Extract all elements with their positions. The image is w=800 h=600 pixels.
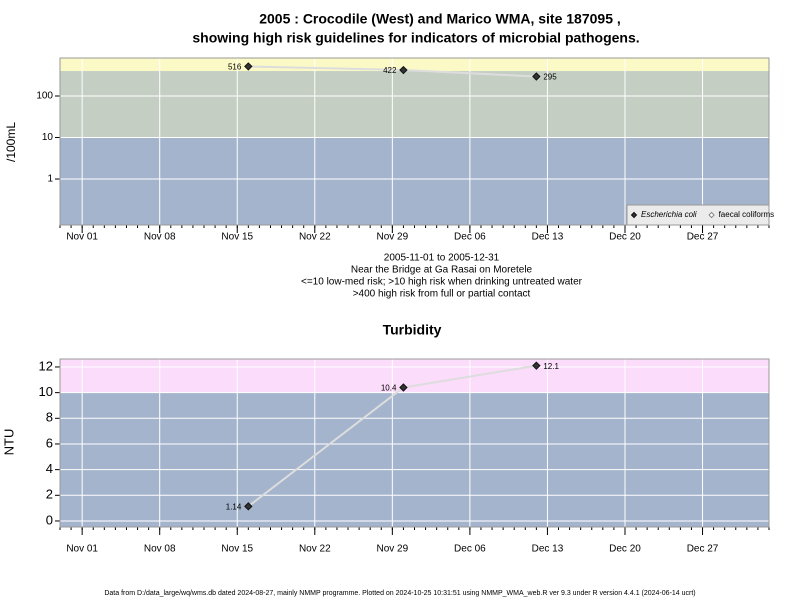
chart-title: Turbidity — [383, 322, 442, 338]
legend-label: Escherichia coli — [641, 210, 697, 219]
data-label: 516 — [228, 63, 242, 72]
y-axis-label: NTU — [1, 429, 16, 456]
x-tick-label: Dec 20 — [609, 544, 641, 555]
x-tick-label: Dec 13 — [532, 232, 564, 243]
x-tick-label: Nov 01 — [66, 544, 98, 555]
y-tick-label: 6 — [46, 435, 53, 450]
x-tick-label: Nov 15 — [221, 232, 253, 243]
panel: Nov 01 Nov 08 Nov 15 Nov 22 Nov 29 Dec 06 Dec … — [36, 57, 775, 300]
chart-subtitle: showing high risk guidelines for indicat… — [192, 30, 639, 46]
plot-border — [59, 358, 770, 528]
y-tick-label: 12 — [39, 358, 53, 373]
data-point — [399, 65, 408, 75]
risk-band — [60, 359, 769, 393]
x-tick-label: Dec 06 — [454, 232, 486, 243]
y-tick-label: 10 — [42, 132, 54, 143]
x-tick-label: Dec 06 — [454, 544, 486, 555]
x-tick-label: Nov 29 — [377, 544, 409, 555]
y-tick-label: 4 — [46, 461, 53, 476]
x-tick-label: Nov 15 — [221, 544, 253, 555]
legend-marker — [708, 211, 715, 219]
y-tick-label: 2 — [46, 487, 53, 502]
legend-marker — [630, 211, 638, 219]
data-point — [244, 62, 253, 71]
data-point — [532, 72, 541, 81]
data-point — [532, 361, 541, 370]
caption: Near the Bridge at Ga Rasai on Moretele — [351, 265, 533, 276]
risk-band — [60, 58, 769, 72]
chart-title: 2005 : Crocodile (West) and Marico WMA, … — [259, 11, 621, 27]
y-tick-label: 8 — [46, 410, 53, 425]
x-tick-label: Dec 20 — [609, 232, 641, 243]
data-label: 295 — [543, 73, 557, 82]
y-tick-label: 0 — [46, 512, 53, 527]
risk-band — [60, 71, 769, 138]
x-tick-label: Nov 22 — [299, 232, 331, 243]
footer: Data from D:/data_large/wq/wms.db dated … — [104, 590, 695, 597]
risk-band — [60, 392, 769, 527]
x-tick-label: Nov 29 — [377, 232, 409, 243]
y-tick-label: 100 — [36, 91, 53, 102]
y-tick-label: 1 — [47, 174, 53, 185]
y-axis-label: /100mL — [4, 122, 18, 162]
caption: 2005-11-01 to 2005-12-31 — [384, 253, 500, 264]
x-tick-label: Nov 22 — [299, 544, 331, 555]
data-label: 422 — [383, 66, 397, 75]
plot-border — [59, 57, 770, 226]
x-tick-label: Dec 27 — [687, 232, 719, 243]
legend-label: faecal coliforms — [719, 210, 775, 219]
data-label: 12.1 — [543, 362, 559, 371]
x-tick-label: Nov 08 — [144, 544, 176, 555]
x-tick-label: Nov 01 — [66, 232, 98, 243]
x-tick-label: Dec 27 — [687, 544, 719, 555]
y-tick-label: 10 — [39, 384, 53, 399]
caption: >400 high risk from full or partial cont… — [353, 289, 531, 300]
data-label: 10.4 — [381, 384, 397, 393]
legend — [626, 204, 770, 226]
x-tick-label: Nov 08 — [144, 232, 176, 243]
data-point — [399, 383, 408, 392]
caption: <=10 low-med risk; >10 high risk when dr… — [301, 277, 583, 288]
data-label: 1.14 — [226, 502, 242, 511]
data-point — [244, 502, 253, 511]
panel: Nov 01 Nov 08 Nov 15 Nov 22 Nov 29 Dec 06 Dec … — [39, 358, 770, 555]
x-tick-label: Dec 13 — [532, 544, 564, 555]
